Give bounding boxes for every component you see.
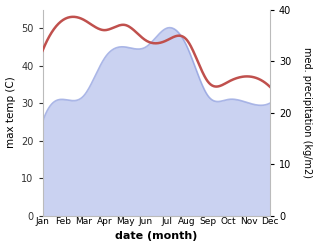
- Y-axis label: med. precipitation (kg/m2): med. precipitation (kg/m2): [302, 47, 313, 178]
- X-axis label: date (month): date (month): [115, 231, 197, 242]
- Y-axis label: max temp (C): max temp (C): [5, 77, 16, 148]
